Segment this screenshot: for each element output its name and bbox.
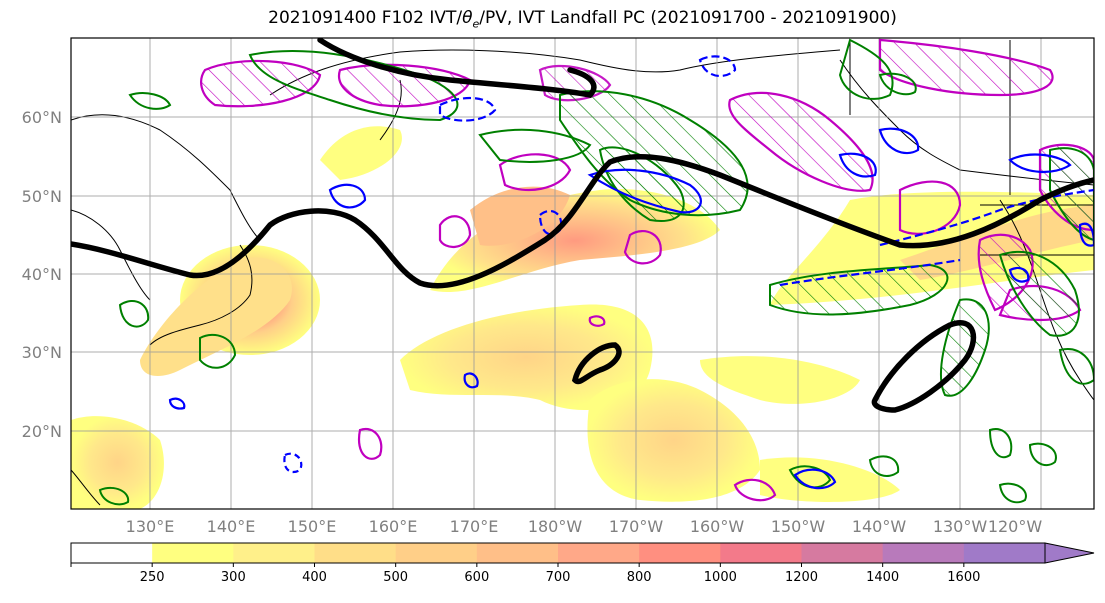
colorbar-segment bbox=[476, 543, 559, 563]
lat-label: 50°N bbox=[22, 187, 62, 206]
lon-label: 170°W bbox=[609, 517, 664, 536]
lon-label: 180°W bbox=[528, 517, 583, 536]
colorbar-segment bbox=[558, 543, 640, 563]
colorbar-segment bbox=[233, 543, 315, 563]
lon-label: 160°E bbox=[369, 517, 418, 536]
ivt-shading bbox=[71, 126, 1094, 509]
colorbar-tick-label: 700 bbox=[546, 570, 571, 585]
lon-label: 130°W bbox=[933, 517, 988, 536]
colorbar-segment bbox=[395, 543, 478, 563]
colorbar-tick-label: 1400 bbox=[866, 570, 899, 585]
lon-label: 150°W bbox=[771, 517, 826, 536]
colorbar-segment bbox=[720, 543, 802, 563]
lon-label: 140°E bbox=[207, 517, 256, 536]
colorbar-segment bbox=[71, 543, 153, 563]
colorbar-tick-label: 1600 bbox=[947, 570, 980, 585]
colorbar-segment bbox=[314, 543, 397, 563]
colorbar-tick-label: 250 bbox=[140, 570, 165, 585]
lon-label: 140°W bbox=[852, 517, 907, 536]
lon-label: 120°W bbox=[988, 517, 1043, 536]
colorbar-tick-label: 800 bbox=[627, 570, 652, 585]
colorbar-segment bbox=[639, 543, 721, 563]
colorbar-tick-label: 300 bbox=[221, 570, 246, 585]
colorbar-extend-arrow bbox=[1044, 542, 1095, 564]
lon-label: 170°E bbox=[450, 517, 499, 536]
colorbar-tick-label: 500 bbox=[383, 570, 408, 585]
colorbar-segment bbox=[801, 543, 884, 563]
lon-label: 160°W bbox=[690, 517, 745, 536]
map-frame bbox=[70, 37, 1095, 510]
colorbar-segment bbox=[152, 543, 234, 563]
colorbar-tick-label: 1000 bbox=[704, 570, 737, 585]
theta-contours bbox=[98, 38, 1094, 506]
colorbar-tick-label: 1200 bbox=[785, 570, 818, 585]
colorbar-segments bbox=[71, 543, 1046, 563]
map-area bbox=[71, 38, 1094, 509]
colorbar-tick-label: 600 bbox=[464, 570, 489, 585]
lat-label: 20°N bbox=[22, 422, 62, 441]
lat-label: 30°N bbox=[22, 343, 62, 362]
jet-lines bbox=[71, 38, 1094, 413]
colorbar-tick-label: 400 bbox=[302, 570, 327, 585]
map-title: 2021091400 F102 IVT/θe/PV, IVT Landfall … bbox=[268, 8, 897, 31]
lon-label: 130°E bbox=[126, 517, 175, 536]
colorbar: 250 300 400 500 600 700 800 1000 1200 1400 1600 bbox=[70, 542, 1095, 585]
lat-label: 60°N bbox=[22, 108, 62, 127]
colorbar-segment bbox=[963, 543, 1046, 563]
lat-labels: 60°N 50°N 40°N 30°N 20°N bbox=[22, 108, 62, 441]
colorbar-ticks: 250 300 400 500 600 700 800 1000 1200 1400 1600 bbox=[70, 563, 980, 585]
lon-labels: 130°E 140°E 150°E 160°E 170°E 180°W 170°… bbox=[126, 517, 1043, 536]
pv-contours bbox=[168, 55, 1094, 490]
lat-label: 40°N bbox=[22, 265, 62, 284]
colorbar-segment bbox=[882, 543, 965, 563]
lon-label: 150°E bbox=[288, 517, 337, 536]
